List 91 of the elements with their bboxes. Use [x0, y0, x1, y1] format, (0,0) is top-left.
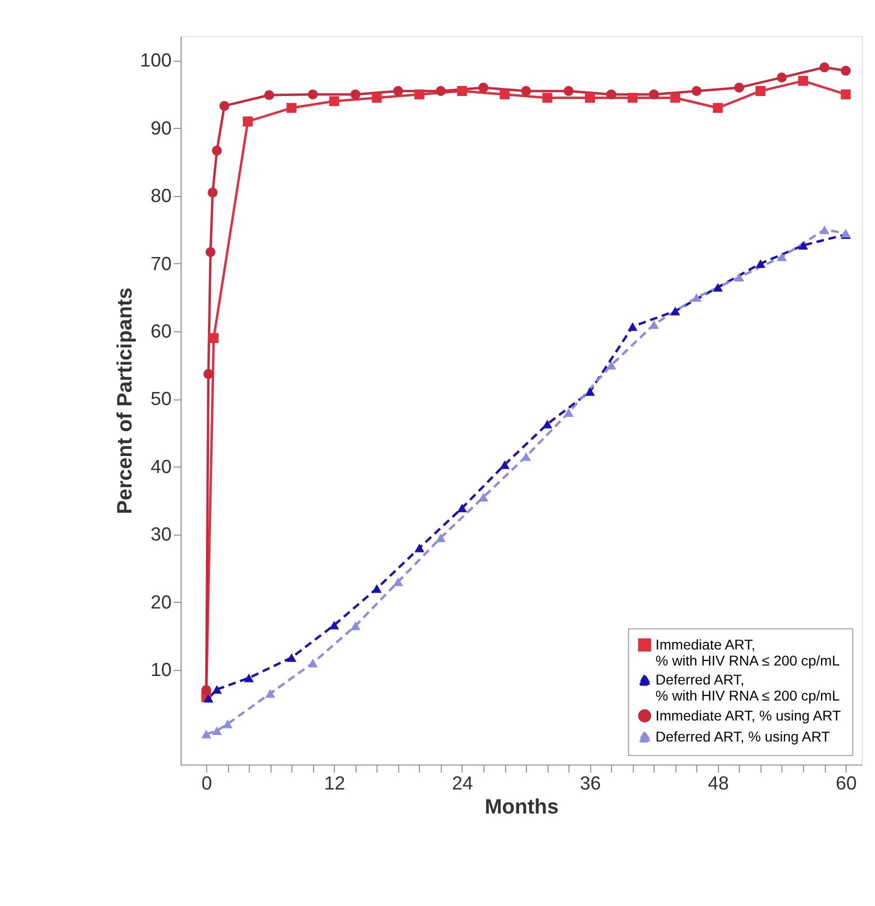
point	[776, 72, 787, 82]
point	[265, 689, 276, 698]
y-tick-label: 90	[150, 118, 172, 140]
legend-label: Immediate ART, % with HIV RNA ≤ 200 cp/mL	[656, 638, 840, 670]
point	[734, 82, 744, 93]
point	[478, 492, 488, 502]
y-tick-label: 60	[150, 321, 172, 342]
point	[670, 92, 680, 103]
point	[648, 89, 659, 100]
point	[212, 685, 222, 694]
point	[201, 730, 212, 738]
point	[222, 720, 233, 728]
y-axis-title: Percent of Participants	[114, 288, 137, 514]
point	[264, 90, 274, 100]
point	[286, 653, 296, 662]
point	[500, 89, 510, 100]
y-tick-label: 80	[150, 186, 172, 208]
point	[208, 188, 218, 198]
point	[457, 504, 468, 512]
point	[585, 387, 595, 396]
y-tick-label: 100	[140, 50, 172, 72]
point	[308, 658, 318, 668]
point	[393, 86, 404, 96]
point	[350, 89, 360, 100]
y-tick-label: 50	[150, 389, 172, 410]
point	[212, 146, 222, 156]
point	[436, 534, 446, 542]
point	[208, 333, 219, 344]
point	[840, 89, 851, 100]
point	[350, 622, 360, 630]
legend-label: Deferred ART, % with HIV RNA ≤ 200 cp/mL	[656, 672, 840, 705]
x-tick-label: 60	[836, 774, 857, 795]
point	[692, 293, 702, 302]
point	[457, 86, 468, 96]
point	[414, 89, 424, 100]
point	[542, 420, 552, 428]
point	[329, 620, 340, 630]
point	[798, 241, 808, 250]
point	[521, 452, 531, 461]
point	[329, 96, 340, 106]
point	[628, 92, 638, 103]
point	[648, 320, 659, 329]
y-tick-label: 10	[150, 660, 172, 681]
point	[712, 102, 723, 113]
x-tick-label: 36	[580, 774, 601, 795]
point	[606, 360, 616, 370]
x-axis-title: Months	[484, 795, 559, 818]
y-tick-label: 70	[150, 254, 172, 275]
point	[712, 283, 723, 292]
point	[500, 460, 510, 469]
point	[692, 86, 702, 96]
point	[436, 86, 446, 96]
point	[585, 92, 595, 103]
point	[393, 578, 404, 586]
point	[798, 76, 808, 86]
point	[286, 102, 296, 113]
point	[244, 674, 254, 682]
x-tick-label: 0	[201, 774, 212, 795]
point	[606, 89, 616, 100]
point	[414, 544, 424, 552]
point	[201, 685, 212, 696]
point	[756, 259, 766, 268]
point	[372, 584, 382, 593]
x-tick-label: 12	[324, 774, 346, 795]
point	[734, 272, 744, 282]
point	[840, 66, 851, 76]
point	[212, 726, 222, 736]
point	[628, 322, 638, 331]
point	[819, 62, 830, 72]
point	[308, 89, 318, 100]
point	[478, 82, 488, 93]
point	[564, 408, 574, 417]
point	[203, 369, 214, 379]
point	[542, 92, 552, 103]
legend-label: Immediate ART, % using ART	[656, 708, 842, 725]
y-tick-label: 40	[150, 456, 172, 478]
point	[206, 247, 216, 258]
point	[372, 92, 382, 103]
point	[219, 100, 230, 111]
y-tick-label: 20	[150, 592, 172, 614]
point	[564, 86, 574, 96]
x-tick-label: 48	[708, 774, 729, 795]
y-tick-label: 30	[150, 524, 172, 546]
point	[521, 86, 531, 96]
legend-label: Deferred ART, % using ART	[656, 729, 830, 746]
point	[242, 116, 253, 126]
x-tick-label: 24	[452, 774, 474, 795]
point	[776, 252, 787, 262]
point	[819, 225, 830, 234]
point	[756, 86, 766, 96]
point	[670, 306, 680, 316]
